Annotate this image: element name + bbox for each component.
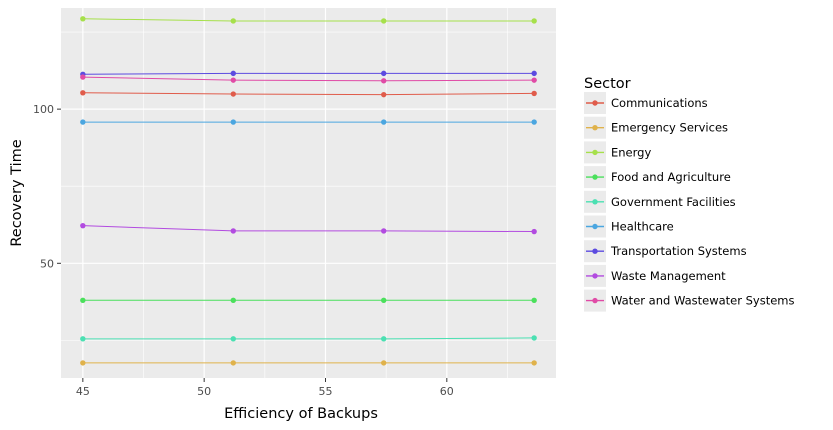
legend-label-waste-management: Waste Management xyxy=(611,269,726,283)
data-point-food-and-agriculture xyxy=(230,297,236,303)
legend-label-communications: Communications xyxy=(611,96,708,110)
data-point-food-and-agriculture xyxy=(531,297,537,303)
series-lines xyxy=(82,18,535,364)
data-point-energy xyxy=(230,18,236,24)
data-point-transportation-systems xyxy=(381,70,387,77)
data-point-government-facilities xyxy=(381,336,387,342)
legend-key-point-energy xyxy=(592,149,598,156)
data-point-emergency-services xyxy=(531,360,537,366)
legend-label-energy: Energy xyxy=(611,145,651,159)
legend-key-point-waste-management xyxy=(592,273,598,279)
data-point-energy xyxy=(80,16,86,22)
data-point-waste-management xyxy=(80,222,86,229)
x-tick-label: 45 xyxy=(76,385,90,398)
data-point-government-facilities xyxy=(80,336,86,342)
data-point-emergency-services xyxy=(230,360,236,366)
data-point-energy xyxy=(531,18,537,24)
legend-key-point-government-facilities xyxy=(592,199,598,205)
legend-items: Communications Emergency Services Energy Fo… xyxy=(584,92,795,312)
data-point-communications xyxy=(80,90,86,96)
series-line-government-facilities xyxy=(82,337,535,340)
series-line-communications xyxy=(82,92,535,96)
data-point-water-and-wastewater-systems xyxy=(381,78,387,84)
legend-label-government-facilities: Government Facilities xyxy=(611,195,736,209)
series-points xyxy=(80,16,537,366)
data-point-food-and-agriculture xyxy=(381,297,387,303)
data-point-transportation-systems xyxy=(531,70,537,77)
data-point-waste-management xyxy=(230,228,236,234)
legend-key-point-food-and-agriculture xyxy=(592,174,598,180)
data-point-energy xyxy=(381,18,387,24)
data-point-water-and-wastewater-systems xyxy=(230,77,236,83)
legend-key-point-healthcare xyxy=(592,223,598,230)
x-tick-label: 60 xyxy=(440,385,454,398)
series-line-transportation-systems xyxy=(82,72,535,75)
series-line-waste-management xyxy=(82,225,535,233)
x-tick-label: 50 xyxy=(197,385,211,398)
data-point-food-and-agriculture xyxy=(80,297,86,303)
legend-label-food-and-agriculture: Food and Agriculture xyxy=(611,170,731,184)
data-point-emergency-services xyxy=(80,360,86,366)
data-point-government-facilities xyxy=(230,336,236,342)
data-point-water-and-wastewater-systems xyxy=(80,74,86,80)
y-axis-ticks: 50 100 xyxy=(33,103,61,270)
data-point-waste-management xyxy=(531,228,537,235)
data-point-emergency-services xyxy=(381,360,387,366)
legend-label-water-and-wastewater-systems: Water and Wastewater Systems xyxy=(611,294,795,308)
y-tick-label: 100 xyxy=(33,103,54,116)
data-point-healthcare xyxy=(80,119,86,125)
data-point-healthcare xyxy=(230,119,236,125)
data-point-water-and-wastewater-systems xyxy=(531,77,537,83)
panel-background xyxy=(61,8,556,378)
grid-major xyxy=(61,8,556,378)
data-point-communications xyxy=(381,91,387,98)
data-point-communications xyxy=(230,91,236,97)
legend-title: Sector xyxy=(584,76,631,92)
series-line-water-and-wastewater-systems xyxy=(82,76,535,82)
legend-key-point-transportation-systems xyxy=(592,248,598,254)
x-axis-ticks: 45 50 55 60 xyxy=(76,378,454,398)
legend: Sector Communications Emergency Services E… xyxy=(584,76,795,312)
legend-label-transportation-systems: Transportation Systems xyxy=(610,244,747,258)
x-tick-label: 55 xyxy=(318,385,332,398)
data-point-communications xyxy=(531,90,537,97)
legend-key-point-communications xyxy=(592,100,598,106)
grid-minor xyxy=(61,8,556,378)
data-point-transportation-systems xyxy=(230,70,236,77)
series-line-energy xyxy=(82,18,535,22)
legend-key-point-water-and-wastewater-systems xyxy=(592,297,598,304)
y-axis-title: Recovery Time xyxy=(9,139,25,246)
data-point-healthcare xyxy=(531,119,537,125)
x-axis-title: Efficiency of Backups xyxy=(224,406,378,422)
data-point-healthcare xyxy=(381,119,387,125)
legend-label-emergency-services: Emergency Services xyxy=(611,121,728,135)
legend-label-healthcare: Healthcare xyxy=(611,220,674,234)
data-point-government-facilities xyxy=(531,335,537,341)
data-point-waste-management xyxy=(381,228,387,234)
legend-key-point-emergency-services xyxy=(592,125,598,131)
y-tick-label: 50 xyxy=(40,257,54,270)
